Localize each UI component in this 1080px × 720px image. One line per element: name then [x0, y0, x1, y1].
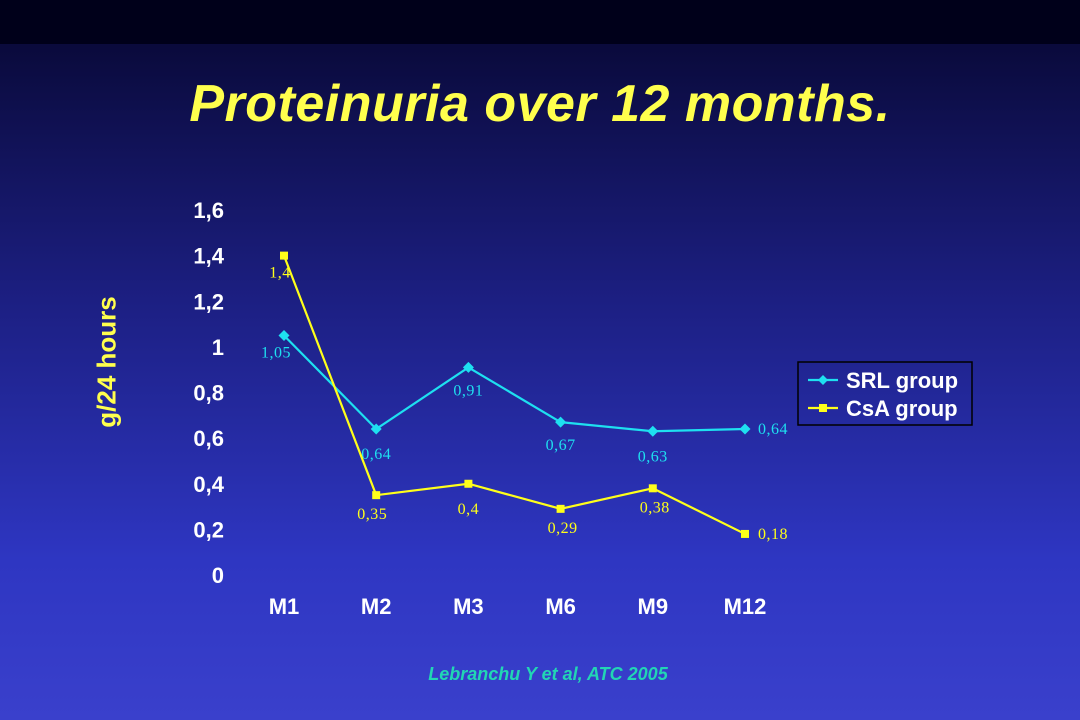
x-tick-label: M12: [724, 594, 767, 619]
series-line: [283, 334, 746, 433]
data-point: [278, 329, 290, 341]
legend-label: SRL group: [846, 368, 958, 393]
y-tick-label: 0,4: [193, 472, 224, 497]
y-tick-label: 0,6: [193, 426, 224, 451]
x-tick-label: M2: [361, 594, 392, 619]
data-label: 0,4: [458, 501, 480, 518]
data-label: 0,91: [453, 382, 483, 399]
data-label: 0,35: [357, 506, 387, 523]
legend-box: [797, 361, 973, 426]
data-point: [648, 484, 657, 493]
x-tick-label: M1: [269, 594, 300, 619]
data-point: [370, 423, 382, 435]
y-tick-label: 1,6: [193, 198, 224, 223]
x-tick-label: M3: [453, 594, 484, 619]
data-label: 1,4: [269, 265, 291, 282]
data-point: [741, 529, 749, 538]
data-point: [462, 361, 474, 373]
y-tick-label: 0: [212, 563, 224, 588]
y-tick-label: 1,2: [193, 289, 224, 314]
y-tick-label: 0,8: [193, 381, 224, 406]
series-line: [282, 255, 746, 535]
x-tick-label: M9: [638, 594, 669, 619]
data-label: 0,18: [758, 526, 788, 543]
citation: Lebranchu Y et al, ATC 2005: [428, 664, 668, 684]
data-label: 0,29: [548, 520, 578, 537]
y-tick-label: 1,4: [193, 244, 224, 269]
legend-swatch-marker: [818, 375, 828, 385]
data-label: 1,05: [261, 344, 291, 361]
legend-label: CsA group: [846, 396, 958, 421]
top-dark-band: [0, 0, 1080, 44]
slide-title: Proteinuria over 12 months.: [189, 75, 891, 133]
data-point: [372, 491, 381, 500]
data-point: [464, 479, 473, 488]
legend-swatch-marker: [819, 404, 827, 412]
data-label: 0,63: [638, 448, 668, 465]
y-tick-label: 0,2: [193, 517, 224, 542]
data-point: [739, 423, 751, 435]
data-point: [280, 251, 288, 260]
data-point: [555, 416, 567, 428]
x-tick-label: M6: [545, 594, 576, 619]
data-label: 0,64: [361, 446, 391, 463]
data-point: [556, 504, 565, 513]
data-label: 0,38: [640, 499, 670, 516]
data-label: 0,64: [758, 421, 788, 438]
data-label: 0,67: [546, 437, 576, 454]
y-tick-label: 1: [212, 335, 224, 360]
data-point: [647, 425, 659, 437]
